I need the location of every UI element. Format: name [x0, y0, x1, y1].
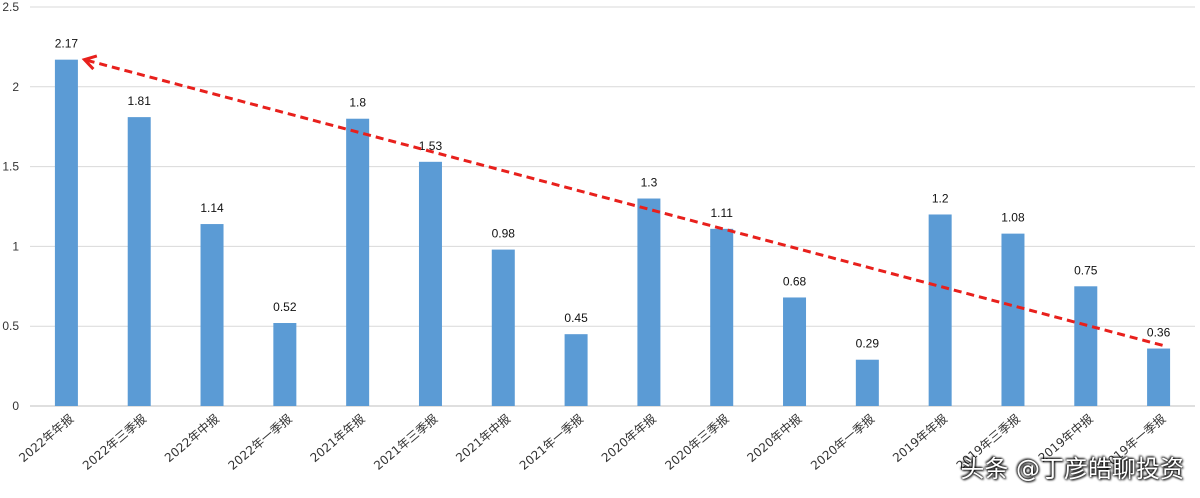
- data-label: 0.45: [564, 311, 588, 325]
- bar: [783, 297, 807, 406]
- data-label: 0.52: [273, 300, 297, 314]
- bar: [54, 59, 78, 406]
- x-tick-label: 2022年年报: [16, 411, 77, 465]
- trend-line: [84, 58, 1163, 347]
- data-label: 1.53: [419, 139, 443, 153]
- x-tick-label: 2022年中报: [161, 411, 222, 465]
- data-label: 1.8: [349, 96, 366, 110]
- x-tick-label: 2022年三季报: [79, 411, 149, 473]
- bar: [273, 323, 297, 406]
- data-label: 0.75: [1074, 263, 1098, 277]
- data-label: 1.81: [128, 94, 152, 108]
- data-label: 1.2: [932, 191, 949, 205]
- bar: [1001, 233, 1025, 406]
- data-labels: 2.17 1.81 1.14 0.52 1.8 1.53 0.98 0.45 1.3 1.11 0.…: [55, 37, 1171, 351]
- x-tick-label: 2020年年报: [598, 411, 659, 465]
- y-tick-label: 0: [12, 399, 19, 413]
- gridlines: [30, 6, 1195, 407]
- y-tick-label: 2.5: [2, 0, 19, 14]
- y-axis-ticks: 0 0.5 1 1.5 2 2.5: [2, 0, 19, 413]
- bar: [491, 249, 515, 406]
- bar: [564, 334, 588, 406]
- watermark: 头条 @丁彦皓聊投资: [960, 455, 1184, 483]
- data-label: 0.68: [783, 274, 807, 288]
- x-tick-label: 2022年一季报: [225, 411, 295, 473]
- x-tick-label: 2019年年报: [889, 411, 950, 465]
- x-tick-label: 2021年一季报: [516, 411, 586, 473]
- data-label: 1.11: [710, 206, 733, 220]
- x-tick-label: 2020年一季报: [807, 411, 877, 473]
- data-label: 1.08: [1001, 211, 1025, 225]
- data-label: 1.14: [200, 201, 224, 215]
- bar: [418, 161, 442, 406]
- bar-series: [54, 59, 1171, 407]
- data-label: 0.98: [492, 227, 516, 241]
- x-tick-label: 2020年中报: [744, 411, 805, 465]
- bar: [637, 198, 661, 406]
- bar: [1074, 286, 1098, 406]
- data-label: 2.17: [55, 37, 79, 51]
- bar: [346, 118, 370, 406]
- x-tick-label: 2020年三季报: [662, 411, 732, 473]
- x-tick-label: 2021年三季报: [371, 411, 441, 473]
- y-tick-label: 1.5: [2, 160, 19, 174]
- y-tick-label: 0.5: [2, 319, 19, 333]
- bar: [1147, 348, 1171, 406]
- bar: [928, 214, 952, 406]
- x-tick-label: 2021年中报: [453, 411, 514, 465]
- bar: [127, 117, 151, 407]
- data-label: 0.36: [1147, 326, 1171, 340]
- y-tick-label: 2: [12, 80, 19, 94]
- trend-arrowhead: [81, 54, 98, 71]
- data-label: 1.3: [641, 176, 658, 190]
- bar: [710, 228, 734, 406]
- y-tick-label: 1: [12, 239, 19, 253]
- trend-arrow-group: [81, 54, 1163, 347]
- x-tick-label: 2021年年报: [307, 411, 368, 465]
- bar: [200, 224, 224, 406]
- data-label: 0.29: [856, 337, 880, 351]
- bar: [855, 359, 879, 406]
